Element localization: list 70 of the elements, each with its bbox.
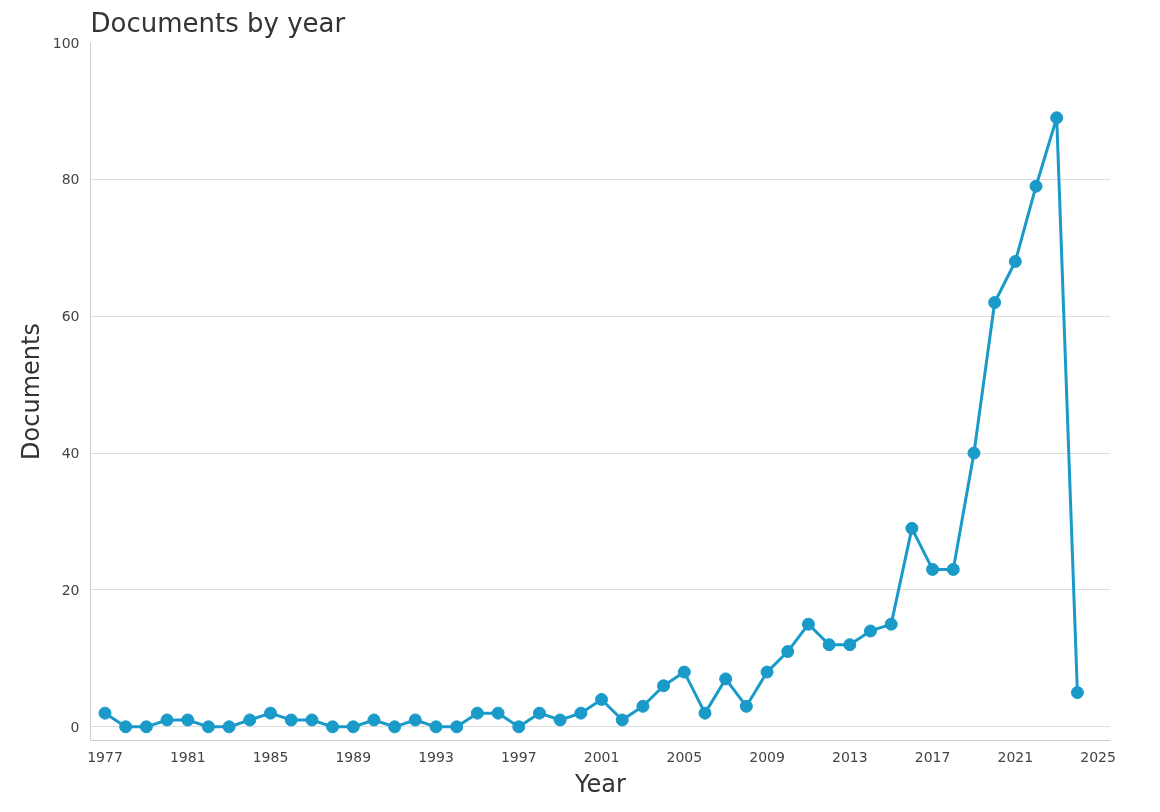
point [284, 713, 298, 727]
point [884, 617, 898, 631]
x-tick-label: 1993 [418, 748, 454, 765]
point [450, 720, 464, 734]
point [698, 706, 712, 720]
point [470, 706, 484, 720]
x-tick-label: 1977 [87, 748, 123, 765]
point [222, 720, 236, 734]
point [553, 713, 567, 727]
point [781, 645, 795, 659]
point [1050, 111, 1064, 125]
point [615, 713, 629, 727]
y-tick-label: 60 [61, 308, 80, 325]
x-tick-label: 2025 [1080, 748, 1116, 765]
point [326, 720, 340, 734]
x-tick-label: 1985 [252, 748, 289, 765]
point [512, 720, 526, 734]
y-tick-label: 20 [61, 581, 80, 598]
point [1070, 686, 1084, 700]
point [532, 706, 546, 720]
x-tick-label: 2017 [914, 748, 951, 765]
point [264, 706, 277, 720]
x-tick-label: 1989 [335, 748, 372, 765]
point [491, 706, 505, 720]
point [677, 665, 691, 679]
point [160, 713, 174, 727]
point [595, 692, 609, 706]
point [408, 713, 422, 727]
x-tick-label: 1981 [169, 748, 206, 765]
point [1029, 179, 1043, 193]
y-tick-label: 100 [52, 34, 80, 51]
point [926, 562, 940, 576]
point [305, 713, 319, 727]
point [119, 720, 133, 734]
x-axis-title: Year [574, 769, 627, 798]
y-tick-label: 0 [70, 718, 80, 735]
y-tick-label: 40 [61, 445, 80, 462]
point [636, 699, 650, 713]
point [822, 638, 836, 652]
point [139, 720, 153, 734]
y-axis-title: Documents [16, 323, 45, 460]
point [946, 562, 960, 576]
x-tick-label: 1997 [500, 748, 537, 765]
x-tick-label: 2021 [997, 748, 1034, 765]
point [967, 446, 981, 460]
point [388, 720, 402, 734]
point [574, 706, 588, 720]
point [657, 679, 671, 693]
point [367, 713, 381, 727]
x-tick-label: 2009 [749, 748, 785, 765]
point [98, 706, 112, 720]
point [864, 624, 877, 638]
point [429, 720, 443, 734]
point [201, 720, 215, 734]
point [739, 699, 753, 713]
point [346, 720, 360, 734]
point [843, 638, 857, 652]
point [181, 713, 195, 727]
x-tick-label: 2013 [832, 748, 868, 765]
chart-title: Documents by year [90, 7, 346, 38]
point [760, 665, 774, 679]
point [1008, 254, 1022, 268]
y-tick-label: 80 [61, 171, 80, 188]
point [243, 713, 257, 727]
point [905, 521, 919, 535]
x-tick-label: 2001 [583, 748, 620, 765]
point [801, 617, 815, 631]
x-tick-label: 2005 [666, 748, 703, 765]
point [988, 296, 1002, 310]
point [719, 672, 733, 686]
